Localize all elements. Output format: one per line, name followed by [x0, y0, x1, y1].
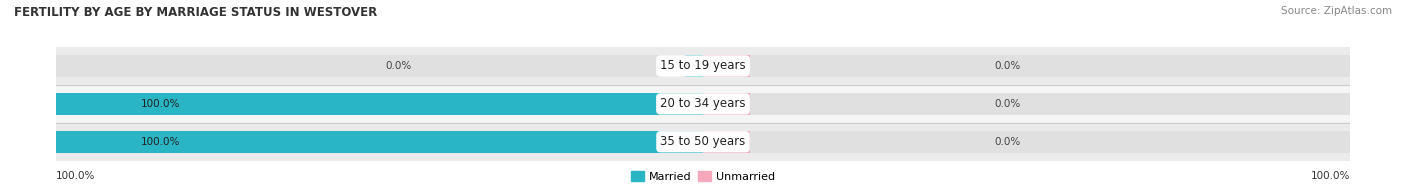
Bar: [703, 93, 749, 115]
Bar: [703, 55, 749, 77]
Bar: [56, 131, 703, 153]
Bar: [685, 55, 703, 77]
Bar: [56, 131, 703, 153]
Text: 20 to 34 years: 20 to 34 years: [661, 97, 745, 110]
Text: 0.0%: 0.0%: [385, 61, 412, 71]
Bar: [703, 55, 1350, 77]
Bar: [703, 93, 1350, 115]
Bar: [56, 93, 703, 115]
Bar: [56, 123, 1350, 161]
Text: 100.0%: 100.0%: [1310, 171, 1350, 181]
Legend: Married, Unmarried: Married, Unmarried: [627, 167, 779, 187]
Bar: [703, 131, 749, 153]
Text: 100.0%: 100.0%: [56, 171, 96, 181]
Bar: [56, 47, 1350, 85]
Bar: [56, 93, 703, 115]
Text: 0.0%: 0.0%: [994, 61, 1021, 71]
Text: 0.0%: 0.0%: [994, 99, 1021, 109]
Bar: [56, 85, 1350, 123]
Text: 100.0%: 100.0%: [141, 99, 180, 109]
Text: 100.0%: 100.0%: [141, 137, 180, 147]
Text: 0.0%: 0.0%: [994, 137, 1021, 147]
Text: FERTILITY BY AGE BY MARRIAGE STATUS IN WESTOVER: FERTILITY BY AGE BY MARRIAGE STATUS IN W…: [14, 6, 377, 19]
Text: Source: ZipAtlas.com: Source: ZipAtlas.com: [1281, 6, 1392, 16]
Bar: [56, 55, 703, 77]
Text: 15 to 19 years: 15 to 19 years: [661, 60, 745, 73]
Text: 35 to 50 years: 35 to 50 years: [661, 135, 745, 148]
Bar: [703, 131, 1350, 153]
